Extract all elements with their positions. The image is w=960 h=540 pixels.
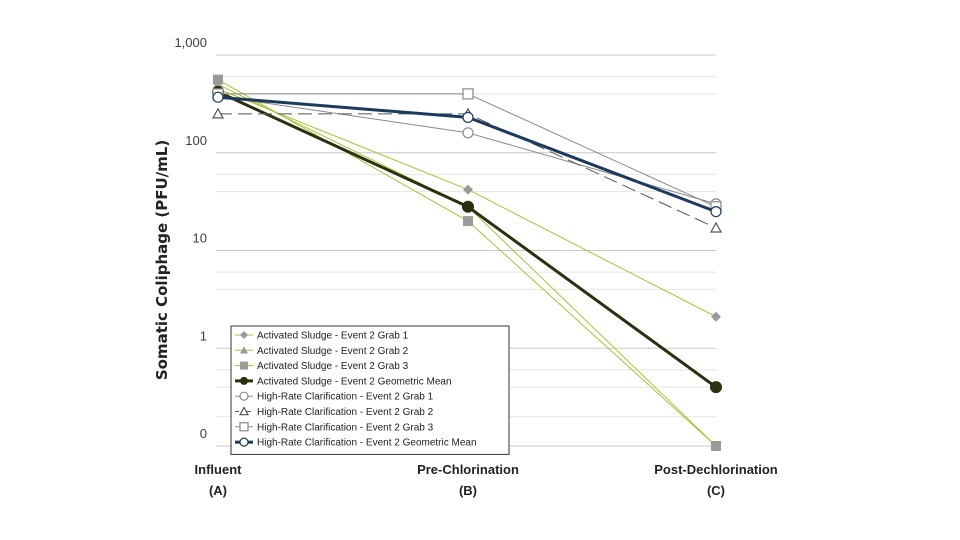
legend-swatch-marker	[239, 422, 249, 432]
x-category-labels: Influent (A) Pre-Chlorination (B) Post-Dechl…	[195, 462, 778, 498]
y-tick-label: 1	[200, 328, 207, 343]
data-point	[462, 127, 474, 139]
legend-entry-label: High-Rate Clarification - Event 2 Grab 1	[257, 392, 434, 403]
y-tick-label: 100	[185, 133, 207, 148]
legend: Activated Sludge - Event 2 Grab 1 Activat…	[230, 325, 510, 455]
legend-entry-label: Activated Sludge - Event 2 Grab 2	[257, 346, 409, 357]
series-lines	[211, 74, 723, 451]
x-category-sublabel: (B)	[459, 483, 477, 498]
legend-swatch-marker	[240, 331, 248, 339]
legend-swatch-marker	[240, 346, 248, 354]
data-point	[710, 206, 722, 218]
data-point	[213, 74, 223, 85]
legend-entry-label: High-Rate Clarification - Event 2 Grab 3	[257, 422, 434, 433]
legend-entry-label: High-Rate Clarification - Event 2 Grab 2	[257, 407, 434, 418]
x-category-sublabel: (A)	[209, 483, 227, 498]
x-category-label: Pre-Chlorination	[417, 462, 519, 477]
data-point	[212, 91, 224, 103]
legend-swatch-marker	[239, 391, 249, 401]
data-point	[211, 107, 225, 119]
data-point	[462, 200, 474, 213]
legend-swatch-marker	[238, 406, 250, 416]
legend-entry-label: Activated Sludge - Event 2 Grab 1	[257, 331, 409, 342]
y-axis-label: Somatic Coliphage (PFU/mL)	[153, 140, 171, 380]
y-tick-label: 1,000	[174, 35, 207, 50]
x-category-label: Post-Dechlorination	[654, 462, 778, 477]
data-point	[711, 441, 721, 451]
data-point	[463, 216, 473, 227]
x-category-sublabel: (C)	[707, 483, 725, 498]
data-point	[709, 221, 723, 233]
data-point	[710, 381, 722, 394]
data-point	[463, 184, 473, 195]
y-tick-label: 0	[200, 426, 207, 441]
y-tick-label: 10	[193, 231, 207, 246]
legend-swatch-marker	[240, 376, 248, 385]
data-point	[462, 88, 474, 100]
legend-swatch-marker	[239, 437, 249, 447]
data-point	[462, 111, 474, 123]
x-category-label: Influent	[195, 462, 243, 477]
legend-box	[230, 325, 510, 455]
data-point	[711, 311, 721, 322]
legend-entry-label: Activated Sludge - Event 2 Grab 3	[257, 361, 409, 372]
legend-entry-label: Activated Sludge - Event 2 Geometric Mea…	[257, 376, 452, 387]
legend-entry-label: High-Rate Clarification - Event 2 Geomet…	[257, 438, 477, 449]
legend-swatch-marker	[240, 361, 248, 370]
